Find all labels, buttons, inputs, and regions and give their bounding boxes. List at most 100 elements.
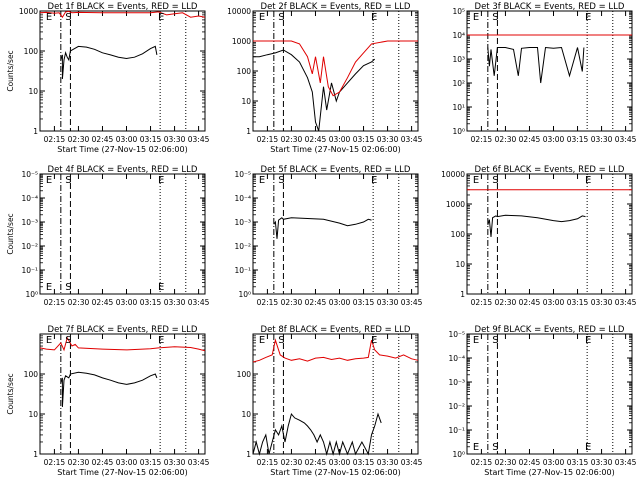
series-events-line: [253, 49, 376, 132]
x-tick-label: 03:15: [567, 298, 589, 307]
marker-s-top: S: [278, 175, 284, 186]
x-tick-label: 02:45: [519, 298, 541, 307]
series-events-line: [487, 214, 586, 237]
x-tick-label: 02:30: [281, 298, 303, 307]
x-tick-label: 02:15: [471, 135, 493, 144]
x-tick-label: 03:45: [401, 298, 423, 307]
x-tick-label: 03:00: [329, 458, 351, 467]
marker-e-top: E: [46, 335, 52, 346]
y-tick-label: 10⁻⁵: [234, 170, 251, 179]
x-tick-label: 03:15: [353, 135, 375, 144]
marker-e-top: E: [259, 335, 265, 346]
plot-det-7: Det 7f BLACK = Events, RED = LLD 1 10 100 02…: [6, 325, 210, 477]
marker-e-top: E: [259, 12, 265, 23]
x-axis-label: Start Time (27-Nov-15 02:06:00): [57, 145, 187, 154]
series-events-line: [487, 46, 585, 84]
marker-e-bottom: E: [46, 282, 52, 293]
x-tick-label: 02:30: [68, 458, 90, 467]
plot-det-1: Det 1f BLACK = Events, RED = LLD 1 10 100 10…: [6, 2, 210, 154]
marker-e-top: E: [473, 12, 479, 23]
marker-e-top: E: [46, 175, 52, 186]
x-tick-label: 03:00: [116, 458, 138, 467]
marker-s-top: S: [492, 175, 498, 186]
x-tick-label: 03:00: [543, 298, 565, 307]
plot-title: Det 7f BLACK = Events, RED = LLD: [48, 325, 198, 335]
x-tick-label: 03:30: [591, 458, 613, 467]
x-tick-label: 02:15: [471, 298, 493, 307]
plot-det-3: Det 3f BLACK = Events, RED = LLD 10⁰ 10¹ 10…: [452, 2, 636, 144]
plot-det-8: Det 8f BLACK = Events, RED = LLD 1 10 100 02…: [237, 325, 423, 477]
x-tick-label: 03:45: [401, 135, 423, 144]
marker-e-top: E: [585, 335, 591, 346]
plot-frame: [252, 10, 419, 132]
marker-s-bottom: S: [65, 282, 71, 293]
x-tick-label: 03:00: [543, 458, 565, 467]
x-tick-label: 03:00: [116, 135, 138, 144]
x-tick-label: 02:30: [68, 135, 90, 144]
y-tick-label: 10⁰: [452, 127, 465, 136]
x-tick-label: 02:30: [68, 298, 90, 307]
marker-e-top: E: [158, 335, 164, 346]
plot-frame: [466, 333, 633, 455]
y-tick-label: 10⁻³: [21, 218, 38, 227]
x-tick-label: 02:45: [92, 298, 114, 307]
marker-s-top: S: [492, 12, 498, 23]
marker-e-top: E: [473, 335, 479, 346]
plot-det-9: Det 9f BLACK = Events, RED = LLD 10⁰ 10⁻¹ 1…: [448, 325, 636, 477]
x-axis-label: Start Time (27-Nov-15 02:06:00): [484, 468, 614, 477]
y-tick-label: 10⁵: [452, 7, 465, 16]
x-tick-label: 03:15: [140, 135, 162, 144]
x-tick-label: 03:30: [164, 135, 186, 144]
y-tick-label: 10⁻³: [448, 378, 465, 387]
y-tick-label: 10¹: [452, 103, 465, 112]
x-tick-label: 03:30: [164, 298, 186, 307]
y-tick-label: 100: [237, 67, 252, 76]
x-tick-label: 03:45: [615, 135, 637, 144]
x-tick-label: 02:30: [495, 135, 517, 144]
x-tick-label: 03:15: [567, 458, 589, 467]
y-tick-label: 10: [455, 260, 465, 269]
x-tick-label: 02:30: [281, 135, 303, 144]
x-tick-label: 02:45: [519, 458, 541, 467]
plot-title: Det 2f BLACK = Events, RED = LLD: [261, 2, 411, 12]
x-tick-label: 03:30: [591, 298, 613, 307]
y-tick-label: 100: [24, 47, 39, 56]
y-tick-label: 10⁴: [452, 31, 465, 40]
x-tick-label: 03:30: [377, 298, 399, 307]
y-tick-label: 1000: [19, 7, 38, 16]
x-tick-label: 03:15: [353, 458, 375, 467]
plot-title: Det 5f BLACK = Events, RED = LLD: [261, 165, 411, 175]
x-tick-label: 03:00: [116, 298, 138, 307]
series-events-line: [273, 217, 372, 239]
plot-frame: [466, 10, 633, 132]
y-tick-label: 10⁻⁴: [234, 194, 251, 203]
y-tick-label: 1000: [446, 200, 465, 209]
marker-s-top: S: [492, 335, 498, 346]
marker-e-top: E: [259, 175, 265, 186]
series-lld-line: [252, 338, 419, 363]
x-tick-label: 02:45: [92, 135, 114, 144]
x-tick-label: 02:30: [495, 458, 517, 467]
plot-title: Det 6f BLACK = Events, RED = LLD: [475, 165, 625, 175]
y-tick-label: 10⁰: [238, 290, 251, 299]
y-tick-label: 10⁰: [452, 450, 465, 459]
y-tick-label: 10⁻⁴: [21, 194, 38, 203]
x-tick-label: 03:15: [353, 298, 375, 307]
marker-s-top: S: [278, 335, 284, 346]
marker-e-top: E: [158, 12, 164, 23]
y-tick-label: 10³: [452, 55, 465, 64]
y-tick-label: 1: [246, 450, 251, 459]
plot-title: Det 1f BLACK = Events, RED = LLD: [48, 2, 198, 12]
plot-title: Det 9f BLACK = Events, RED = LLD: [475, 325, 625, 335]
y-tick-label: 10⁻²: [234, 242, 251, 251]
x-tick-label: 03:45: [188, 135, 210, 144]
y-tick-label: 10⁻⁵: [21, 170, 38, 179]
x-tick-label: 02:15: [44, 458, 66, 467]
series-lld-line: [39, 10, 206, 19]
y-tick-label: 100: [237, 370, 252, 379]
marker-s-top: S: [65, 12, 71, 23]
series-events-line: [60, 371, 158, 408]
x-tick-label: 03:00: [329, 298, 351, 307]
x-tick-label: 03:00: [329, 135, 351, 144]
y-tick-label: 10: [241, 410, 251, 419]
